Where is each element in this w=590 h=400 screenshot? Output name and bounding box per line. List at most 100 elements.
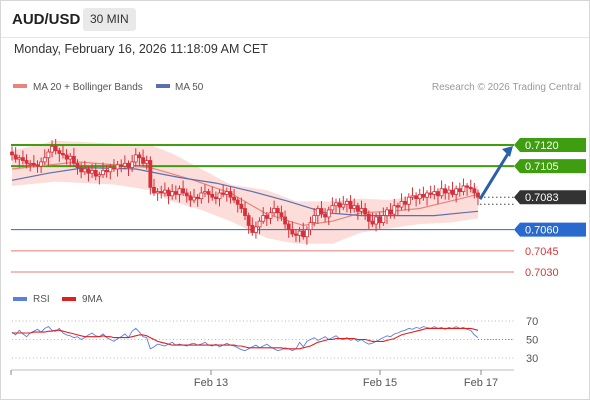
support-level-label: 0.7030 <box>525 267 559 279</box>
candle-body <box>104 169 109 173</box>
candle-body <box>301 230 306 238</box>
candle-body <box>224 191 229 195</box>
last-price-box <box>514 190 586 205</box>
candle-body <box>381 215 386 224</box>
candle-body <box>439 188 444 197</box>
pivot-level-label: 0.7060 <box>525 225 559 237</box>
candle-body <box>133 154 138 163</box>
candle-body <box>86 168 91 174</box>
rsi-line <box>11 326 479 352</box>
candle-body <box>79 167 84 173</box>
candle-body <box>315 208 320 216</box>
candle-body <box>403 201 408 205</box>
candle-body <box>213 196 218 200</box>
candle-body <box>28 162 33 165</box>
candle-body <box>363 208 368 215</box>
candle-body <box>275 208 280 214</box>
rsi-tick-label: 30 <box>526 353 538 365</box>
candle-body <box>108 167 113 173</box>
candle-body <box>235 199 240 205</box>
last-price-label: 0.7083 <box>525 192 559 204</box>
candle-body <box>71 155 76 164</box>
candle-body <box>206 191 211 195</box>
candle-body <box>352 205 357 209</box>
candle-body <box>272 208 277 214</box>
candle-body <box>130 161 135 168</box>
candle-body <box>68 155 73 160</box>
candle-body <box>170 191 175 197</box>
candle-body <box>290 229 295 235</box>
candle-body <box>323 213 327 218</box>
bollinger-band <box>12 140 478 244</box>
candle-body <box>454 188 459 195</box>
candle-body <box>461 185 466 192</box>
candle-body <box>119 164 124 167</box>
candle-body <box>388 209 393 215</box>
candle-body <box>53 146 58 152</box>
candle-body <box>210 193 215 198</box>
candle-body <box>319 208 324 215</box>
datetime-label: Monday, February 16, 2026 11:18:09 AM CE… <box>14 42 268 56</box>
candle-body <box>348 201 353 209</box>
nine-ma-legend-swatch <box>62 297 76 301</box>
candle-body <box>359 208 364 212</box>
candle-body <box>304 229 309 238</box>
candle-body <box>144 160 149 164</box>
candle-body <box>21 157 25 161</box>
x-tick-label: Feb 17 <box>464 377 498 389</box>
candle-body <box>163 189 167 194</box>
candle-body <box>112 167 116 170</box>
candle-body <box>406 196 411 205</box>
candle-body <box>414 195 419 200</box>
price-pane: 0.7120 0.7105 0.7083 0.7060 0.7045 0.7030 <box>10 138 586 279</box>
candle-body <box>82 168 87 173</box>
resistance-level-label: 0.7120 <box>525 140 559 152</box>
candle-body <box>192 196 196 201</box>
candle-body <box>188 195 193 201</box>
candle-body <box>326 209 331 218</box>
ma50-legend-label: MA 50 <box>175 82 204 93</box>
ma50-legend-swatch <box>156 84 170 88</box>
candle-body <box>122 162 127 167</box>
candle-body <box>465 185 469 188</box>
candle-body <box>148 160 153 188</box>
x-tick-label: Feb 13 <box>194 377 228 389</box>
candle-body <box>97 174 102 177</box>
ma20-legend-label: MA 20 + Bollinger Bands <box>33 82 143 93</box>
forecast-arrow-head <box>502 146 513 157</box>
candle-body <box>137 154 142 159</box>
candle-body <box>232 196 236 201</box>
candle-body <box>268 212 273 219</box>
candle-body <box>203 191 207 194</box>
candle-body <box>330 205 335 211</box>
candle-body <box>308 222 313 231</box>
timeframe-button[interactable]: 30 MIN <box>83 8 136 31</box>
candle-body <box>250 225 255 233</box>
x-axis: Feb 13 Feb 15 Feb 17 <box>10 369 514 389</box>
chart-header: AUD/USD 30 MIN <box>1 1 589 38</box>
ma20-legend-swatch <box>13 84 27 88</box>
candle-body <box>246 215 251 226</box>
candle-body <box>294 233 298 236</box>
candle-body <box>93 169 98 177</box>
candle-body <box>181 188 186 194</box>
candle-body <box>472 188 477 194</box>
candle-body <box>46 151 51 159</box>
candle-body <box>13 154 18 160</box>
candle-body <box>417 193 422 200</box>
candle-body <box>24 160 29 164</box>
candle-body <box>155 191 160 194</box>
candle-body <box>341 203 346 208</box>
candle-body <box>457 188 462 192</box>
candle-body <box>31 162 36 166</box>
candle-body <box>50 146 54 153</box>
candle-body <box>312 215 317 224</box>
resistance-level-box <box>514 138 586 152</box>
candle-body <box>297 230 302 236</box>
candle-body <box>39 161 44 167</box>
candle-body <box>286 223 291 231</box>
candle-body <box>217 192 222 200</box>
candle-body <box>392 205 397 215</box>
